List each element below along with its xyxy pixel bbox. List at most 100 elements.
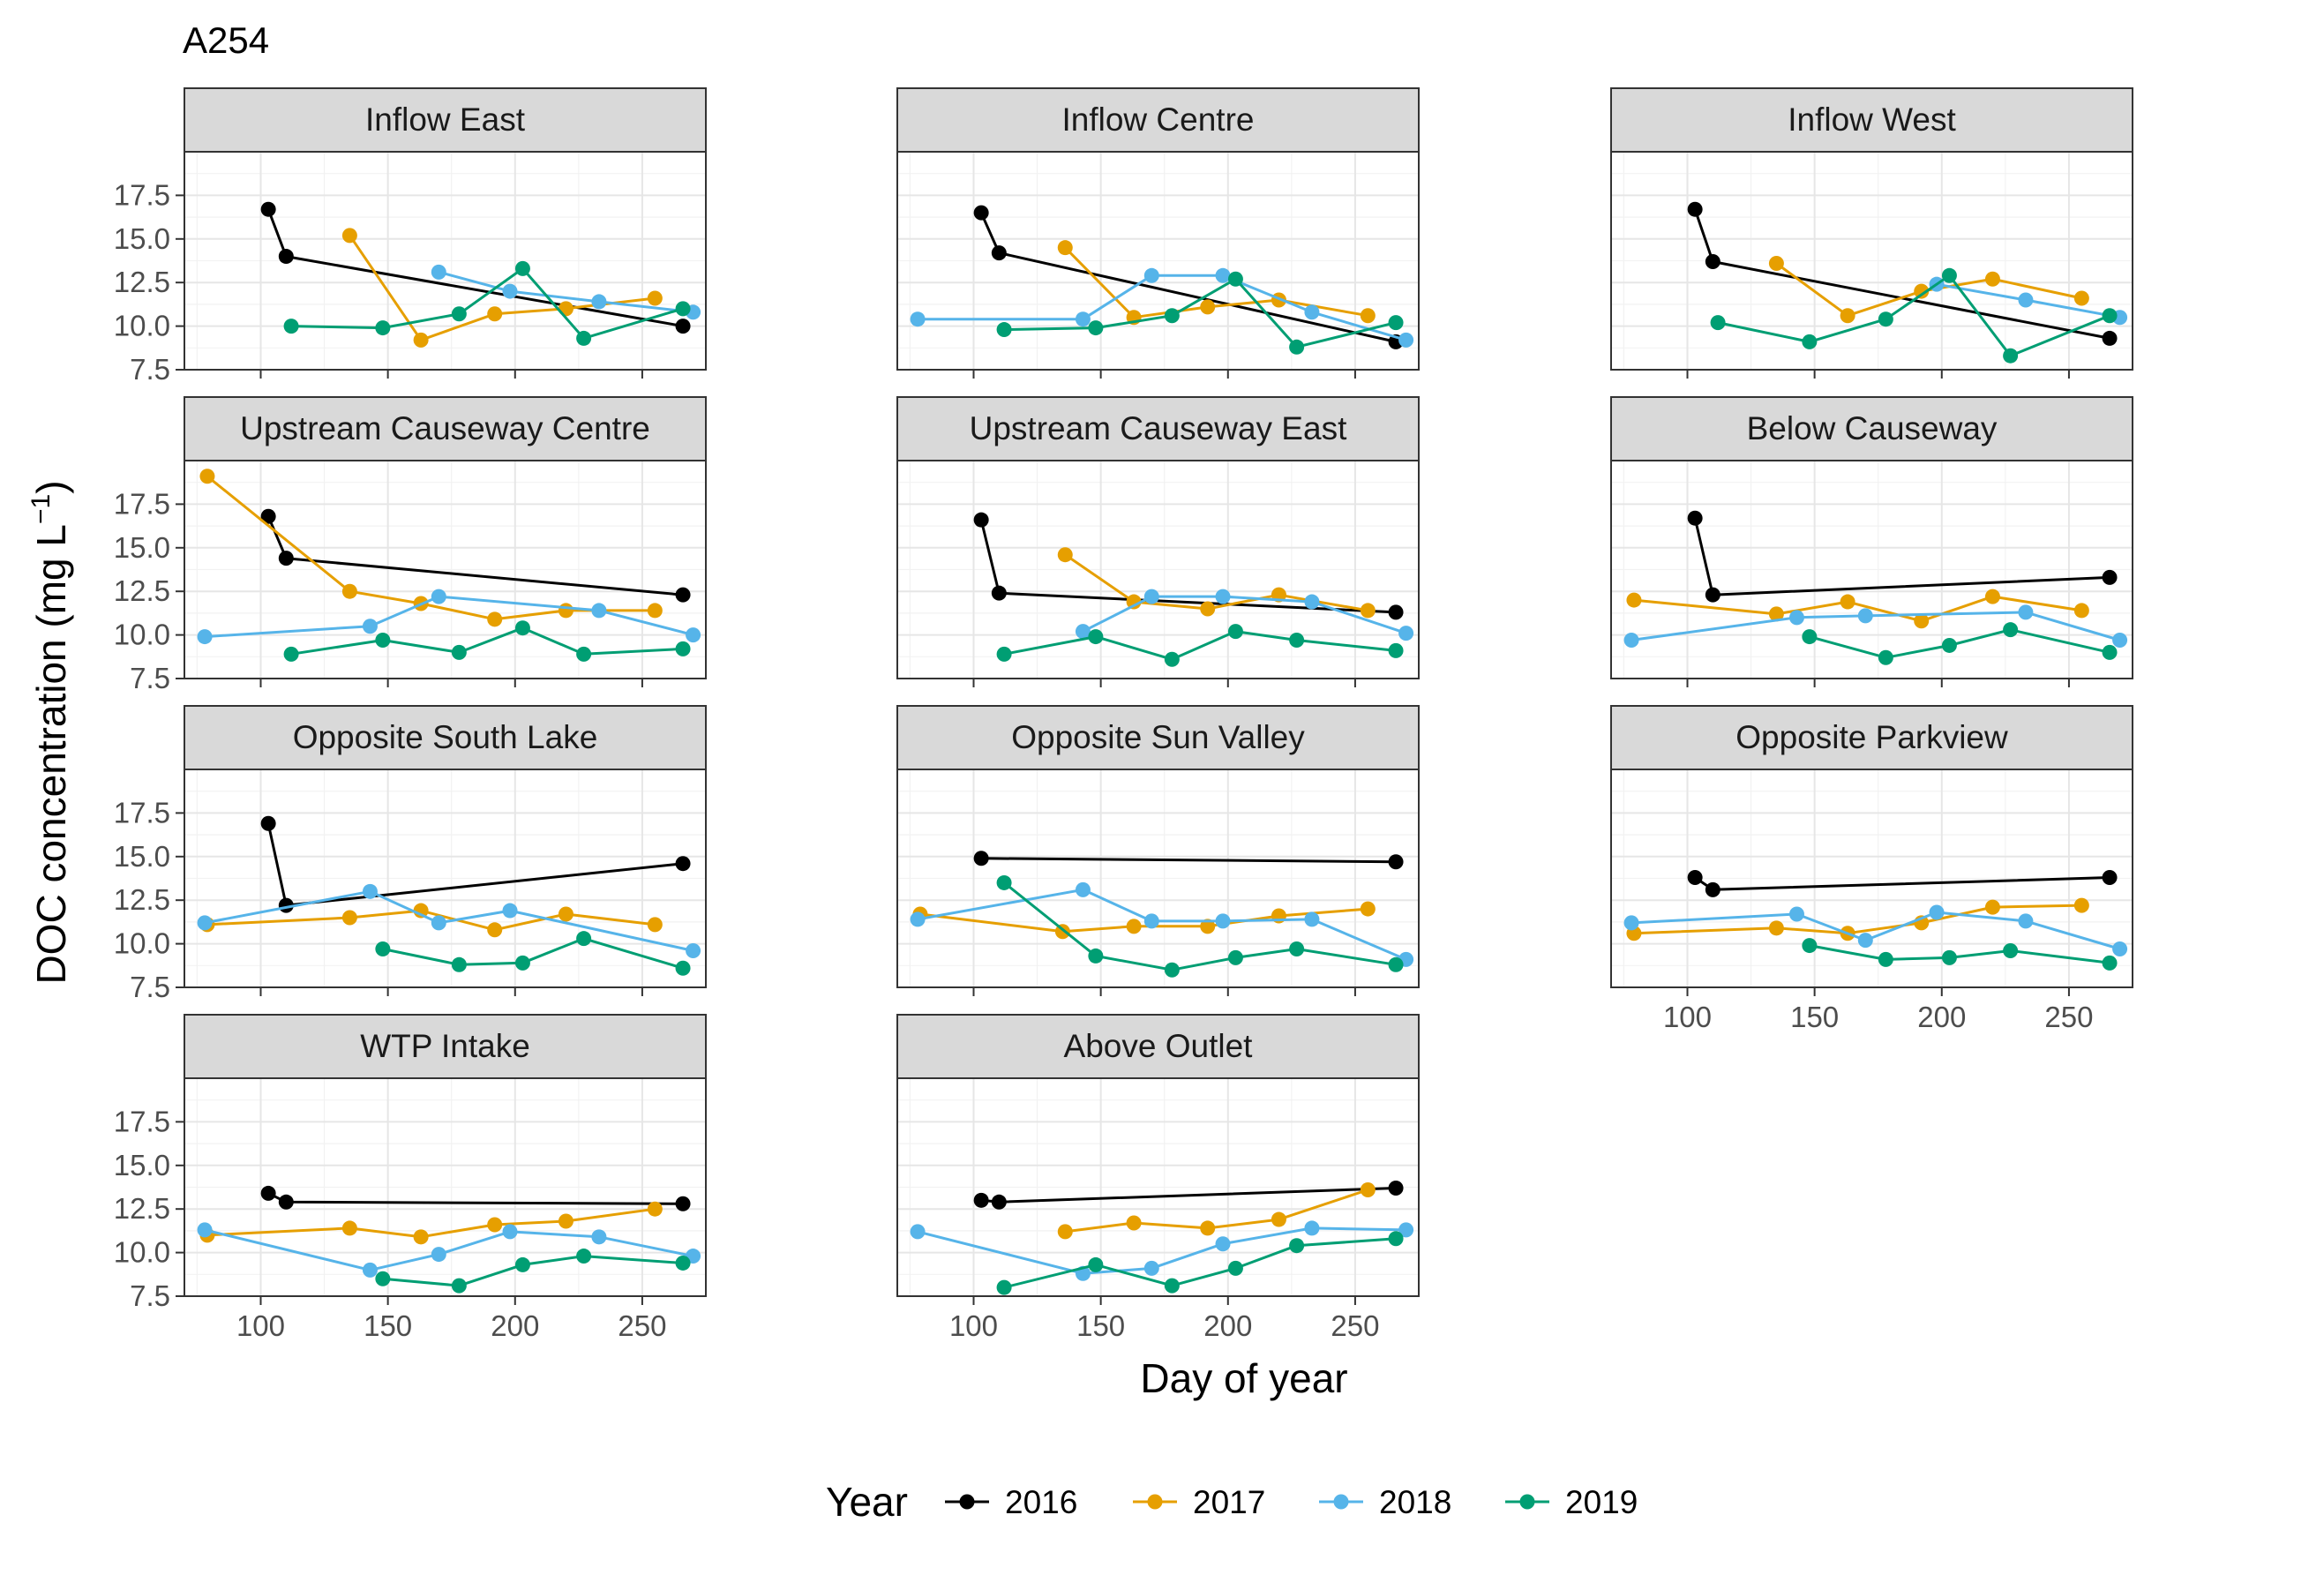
y-axis-title: DOC concentration (mg L−1) (26, 480, 74, 984)
x-tick-label: 200 (491, 1309, 539, 1342)
plot-title: A254 (183, 19, 269, 61)
facet-strip (1610, 87, 2133, 153)
x-tick-label: 100 (949, 1309, 998, 1342)
series-line-2017 (1633, 904, 2082, 935)
y-tick-label: 7.5 (130, 353, 170, 386)
data-point-2016 (1705, 587, 1721, 603)
data-point-2017 (1768, 606, 1784, 622)
facet-title: Below Causeway (1747, 410, 1998, 446)
data-point-2019 (1878, 649, 1893, 665)
series-line-2017 (1633, 595, 2082, 623)
y-tick-label: 17.5 (114, 487, 170, 520)
y-axis-title-main: DOC concentration (mg L (28, 524, 74, 985)
series-line-2018 (917, 888, 1407, 961)
data-point-2017 (413, 1229, 429, 1245)
data-point-2019 (514, 1256, 530, 1272)
facet-title: Upstream Causeway Centre (240, 410, 650, 446)
data-point-2017 (558, 1213, 574, 1229)
data-point-2019 (1088, 1256, 1104, 1272)
data-point-2017 (487, 922, 503, 938)
series-line-2019 (1003, 630, 1397, 661)
data-point-2018 (1143, 1260, 1159, 1276)
data-point-2017 (1360, 1181, 1376, 1197)
data-point-2018 (1075, 311, 1091, 327)
y-tick-label: 12.5 (114, 1192, 170, 1225)
data-point-2018 (362, 1262, 378, 1278)
data-point-2019 (1164, 962, 1180, 978)
data-point-2018 (1215, 913, 1231, 929)
panel-border (184, 769, 707, 988)
data-point-2017 (2073, 897, 2089, 913)
data-point-2017 (1840, 594, 1855, 610)
panel-border (896, 769, 1420, 988)
x-tick-label: 250 (1331, 1309, 1379, 1342)
data-point-2019 (283, 646, 299, 662)
data-point-2017 (1360, 901, 1376, 917)
data-point-2019 (1710, 315, 1726, 331)
x-tick-label: 150 (1076, 1309, 1125, 1342)
data-point-2016 (1687, 870, 1703, 886)
data-point-2017 (1768, 255, 1784, 271)
data-point-2018 (1215, 267, 1231, 283)
x-axis-title: Day of year (1140, 1355, 1347, 1401)
facet-strip (184, 396, 707, 461)
data-point-2019 (1289, 1238, 1305, 1254)
data-point-2017 (558, 906, 574, 922)
data-point-2019 (675, 641, 691, 656)
y-tick-label: 12.5 (114, 266, 170, 298)
facet-panel: Inflow Centre (896, 87, 1420, 379)
data-point-2017 (1057, 240, 1073, 256)
data-point-2017 (1126, 1215, 1142, 1231)
y-tick-label: 17.5 (114, 1105, 170, 1137)
data-point-2018 (431, 264, 446, 280)
x-tick-label: 150 (364, 1309, 412, 1342)
series-line-2019 (290, 626, 684, 656)
data-point-2019 (675, 301, 691, 317)
data-point-2019 (675, 960, 691, 976)
facet-title: Opposite Parkview (1736, 719, 2008, 755)
facet-panel: Upstream Causeway Centre 7.5 10.0 12.5 15.0 1… (114, 396, 707, 694)
y-tick-label: 10.0 (114, 927, 170, 960)
data-point-2017 (647, 603, 663, 619)
data-point-2019 (1388, 315, 1404, 331)
data-point-2018 (910, 311, 926, 327)
data-point-2018 (686, 943, 701, 959)
y-tick-label: 7.5 (130, 971, 170, 1003)
y-tick-label: 15.0 (114, 840, 170, 873)
data-point-2016 (2102, 870, 2118, 886)
data-point-2018 (1398, 1222, 1414, 1238)
x-tick-label: 200 (1917, 1001, 1966, 1033)
legend-key-point-2018 (1333, 1494, 1349, 1510)
data-point-2016 (1388, 854, 1404, 870)
facet-title: Inflow West (1788, 101, 1956, 138)
data-point-2019 (1227, 271, 1243, 287)
data-point-2019 (1164, 651, 1180, 667)
data-point-2019 (283, 319, 299, 334)
data-point-2018 (431, 589, 446, 604)
facet-title: Opposite South Lake (293, 719, 598, 755)
data-point-2019 (1088, 629, 1104, 645)
data-point-2016 (991, 245, 1007, 261)
y-tick-label: 15.0 (114, 222, 170, 255)
data-point-2018 (2112, 941, 2128, 957)
data-point-2018 (1304, 304, 1320, 320)
facet-panel: Opposite South Lake 7.5 10.0 12.5 15.0 17.5 (114, 705, 707, 1003)
data-point-2019 (2102, 308, 2118, 324)
data-point-2019 (1289, 339, 1305, 355)
data-point-2017 (647, 917, 663, 933)
series-line-2017 (919, 907, 1368, 934)
data-point-2016 (675, 856, 691, 872)
facet-title: Inflow East (365, 101, 526, 138)
data-point-2018 (362, 883, 378, 899)
data-point-2016 (260, 815, 276, 831)
panel-border (184, 460, 707, 679)
series-line-2018 (204, 1228, 693, 1271)
data-point-2017 (487, 306, 503, 322)
y-tick-label: 12.5 (114, 883, 170, 916)
legend-key-point-2017 (1147, 1494, 1163, 1510)
facet-panel: Inflow East 7.5 10.0 12.5 15.0 17.5 (114, 87, 707, 386)
x-tick-label: 200 (1203, 1309, 1252, 1342)
data-point-2018 (2112, 633, 2128, 649)
data-point-2019 (576, 330, 592, 346)
